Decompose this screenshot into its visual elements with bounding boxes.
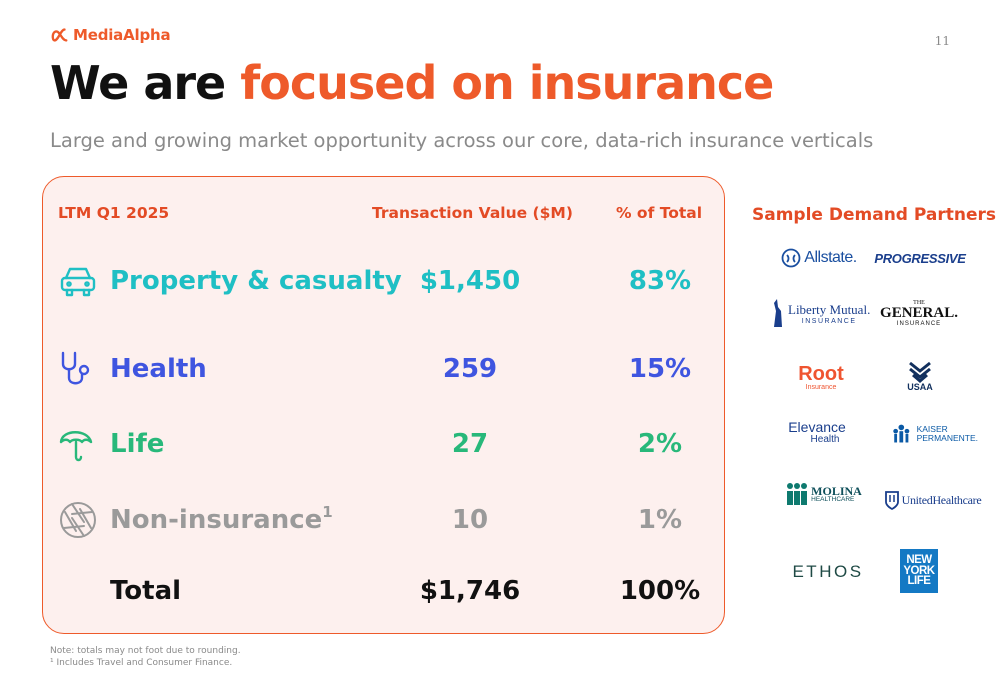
molina-healthcare-logo: MOLINA HEALTHCARE: [786, 479, 862, 509]
molina-sub: HEALTHCARE: [811, 495, 855, 503]
page-subtitle: Large and growing market opportunity acr…: [50, 129, 874, 152]
usaa-text: USAA: [907, 381, 933, 392]
alpha-logo-icon: [51, 28, 68, 42]
stethoscope-icon: [61, 351, 90, 385]
title-part-1: We are: [50, 56, 241, 110]
uhc-shield-icon: [884, 491, 899, 510]
root-insurance-logo: Root Insurance: [790, 360, 852, 394]
liberty-mutual-text: Liberty Mutual.: [788, 301, 871, 317]
row-pct-non-insurance: 1%: [637, 505, 683, 535]
title-part-2: focused on insurance: [240, 56, 774, 110]
the-general-the: THE: [913, 299, 925, 306]
progressive-text: PROGRESSIVE: [874, 250, 966, 266]
liberty-mutual-logo: Liberty Mutual. INSURANCE: [770, 295, 876, 331]
row-label-property-casualty: Property & casualty: [110, 266, 402, 296]
row-value-non-insurance: 10: [451, 505, 489, 535]
row-pct-health: 15%: [628, 354, 692, 384]
page-title: We are focused on insurance: [50, 56, 774, 110]
row-value-life: 27: [451, 429, 489, 459]
row-value-property-casualty: $1,450: [419, 266, 521, 296]
footnote-marker: 1: [322, 503, 333, 521]
allstate-logo: Allstate.: [774, 246, 864, 270]
nyl-text-1: NEW: [906, 554, 932, 567]
company-logo: MediaAlpha: [51, 26, 171, 44]
progressive-logo: PROGRESSIVE: [872, 249, 968, 267]
kaiser-permanente-logo: KAISER PERMANENTE.: [890, 418, 978, 450]
row-value-total: $1,746: [419, 576, 521, 606]
elevance-sub: Health: [810, 434, 840, 446]
allstate-text: Allstate.: [804, 249, 857, 266]
row-value-health: 259: [442, 354, 498, 384]
car-icon: [60, 267, 96, 297]
transaction-value-header: Transaction Value ($M): [372, 204, 573, 222]
kaiser-people-icon: [893, 424, 910, 443]
non-insurance-text: Non-insurance: [110, 505, 323, 535]
partners-title: Sample Demand Partners: [752, 205, 997, 225]
transaction-table-panel: [42, 176, 725, 634]
the-general-sub: INSURANCE: [896, 320, 942, 327]
period-header: LTM Q1 2025: [58, 204, 170, 222]
nyl-text-3: LIFE: [907, 575, 931, 588]
row-label-health: Health: [110, 354, 207, 384]
page-number: 11: [934, 34, 950, 48]
percent-total-header: % of Total: [616, 204, 703, 222]
allstate-hands-icon: [781, 248, 801, 268]
the-general-text: GENERAL.: [880, 304, 958, 321]
usaa-logo: USAA: [900, 358, 940, 394]
rounding-note: Note: totals may not foot due to roundin…: [50, 646, 241, 656]
uhc-text: UnitedHealthcare: [901, 492, 982, 507]
row-label-life: Life: [110, 429, 165, 459]
molina-people-icon: [787, 483, 808, 505]
liberty-mutual-sub: INSURANCE: [801, 317, 857, 325]
molina-text: MOLINA: [811, 483, 862, 498]
unitedhealthcare-logo: UnitedHealthcare: [878, 488, 988, 512]
logo-text: MediaAlpha: [73, 26, 171, 44]
statue-of-liberty-icon: [774, 299, 782, 327]
row-pct-property-casualty: 83%: [628, 266, 692, 296]
elevance-text: Elevance: [788, 419, 846, 436]
kaiser-text-1: KAISER: [916, 423, 948, 434]
nyl-text-2: YORK: [903, 564, 935, 577]
ethos-text: ETHOS: [792, 562, 864, 581]
elevance-health-logo: Elevance Health: [782, 416, 852, 450]
row-pct-total: 100%: [619, 576, 701, 606]
kaiser-text-2: PERMANENTE.: [916, 433, 978, 443]
row-label-non-insurance: Non-insurance1: [110, 503, 333, 535]
row-label-total: Total: [110, 576, 182, 606]
umbrella-icon: [59, 431, 93, 462]
the-general-logo: THE GENERAL. INSURANCE: [880, 297, 958, 329]
new-york-life-logo: NEW YORK LIFE: [900, 549, 938, 593]
row-pct-life: 2%: [637, 429, 683, 459]
root-text: Root: [798, 362, 844, 385]
footnote-1: ¹ Includes Travel and Consumer Finance.: [50, 658, 233, 668]
ethos-logo: ETHOS: [790, 560, 866, 584]
aperture-icon: [60, 502, 96, 538]
root-sub: Insurance: [805, 383, 837, 391]
usaa-eagle-icon: [909, 361, 931, 383]
